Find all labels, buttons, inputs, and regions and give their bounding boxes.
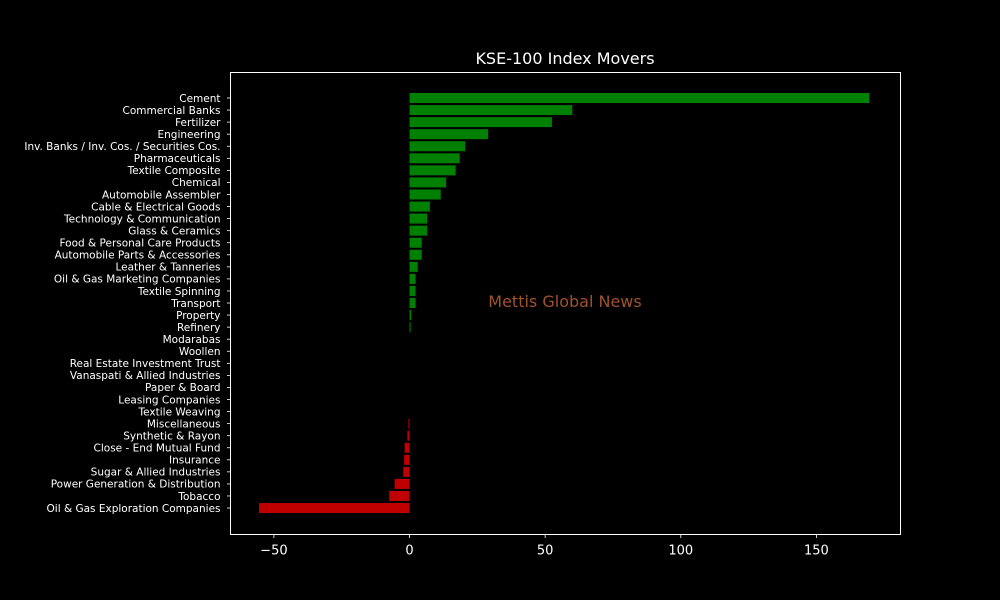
bar-insurance (404, 454, 410, 465)
bar-oil-and-gas-marketing-companies (409, 273, 416, 284)
bar-transport (409, 298, 416, 309)
bar-cement (409, 93, 870, 103)
y-tick-label: Paper & Board (145, 382, 220, 394)
y-tick-label: Property (176, 310, 220, 322)
x-tick-label: −50 (260, 544, 287, 559)
y-tick-label: Cement (179, 93, 220, 105)
y-tick-label: Commercial Banks (123, 105, 221, 117)
x-tick-label: 50 (537, 544, 554, 559)
y-tick-label: Woollen (179, 346, 221, 358)
bar-textile-spinning (409, 285, 416, 296)
y-tick-label: Power Generation & Distribution (51, 479, 221, 491)
bar-refinery (409, 322, 411, 333)
y-tick-label: Automobile Assembler (102, 189, 221, 201)
bar-engineering (409, 129, 489, 140)
y-tick-label: Glass & Ceramics (128, 225, 220, 237)
y-tick-label: Chemical (172, 177, 221, 189)
y-tick-label: Pharmaceuticals (134, 153, 221, 165)
y-tick-label: Synthetic & Rayon (123, 430, 220, 442)
bar-glass-and-ceramics (409, 225, 428, 236)
y-tick-label: Cable & Electrical Goods (91, 201, 220, 213)
bar-commercial-banks (409, 105, 573, 116)
bar-sugar-and-allied-industries (403, 466, 410, 477)
bar-automobile-parts-and-accessories (409, 249, 422, 260)
y-tick-label: Engineering (158, 129, 221, 141)
y-tick-label: Tobacco (177, 491, 220, 503)
y-tick-label: Leasing Companies (118, 394, 220, 406)
y-tick-label: Sugar & Allied Industries (91, 467, 221, 479)
y-tick-label: Miscellaneous (147, 418, 221, 430)
y-tick-label: Technology & Communication (63, 213, 220, 225)
y-tick-label: Insurance (169, 455, 221, 467)
bar-inv-banks-inv-cos-securities-cos (409, 141, 466, 152)
bar-synthetic-and-rayon (407, 430, 410, 441)
y-tick-label: Fertilizer (175, 117, 221, 129)
bar-technology-and-communication (409, 213, 428, 224)
y-tick-label: Transport (170, 298, 220, 310)
bar-pharmaceuticals (409, 153, 460, 164)
x-axis-ticks: −50 0 50 100 150 (260, 534, 829, 559)
y-tick-label: Vanaspati & Allied Industries (70, 370, 221, 382)
plot-frame (230, 72, 901, 535)
bars-group (258, 93, 870, 514)
bar-food-and-personal-care-products (409, 237, 422, 248)
y-tick-label: Food & Personal Care Products (59, 238, 220, 250)
bar-fertilizer (409, 117, 552, 128)
x-tick-label: 150 (804, 544, 829, 559)
bar-textile-composite (409, 165, 456, 176)
y-tick-label: Inv. Banks / Inv. Cos. / Securities Cos. (24, 141, 220, 153)
y-tick-label: Automobile Parts & Accessories (55, 250, 221, 262)
y-tick-label: Oil & Gas Exploration Companies (47, 503, 221, 515)
bar-tobacco (389, 490, 410, 501)
watermark-text: Mettis Global News (488, 292, 641, 311)
bar-chemical (409, 177, 447, 188)
y-tick-label: Textile Weaving (138, 406, 221, 418)
chart-title: KSE-100 Index Movers (475, 49, 654, 68)
bar-close-end-mutual-fund (404, 442, 410, 453)
y-tick-label: Textile Spinning (137, 286, 221, 298)
bar-cable-and-electrical-goods (409, 201, 430, 212)
y-tick-label: Leather & Tanneries (115, 262, 220, 274)
bar-oil-and-gas-exploration-companies (258, 503, 410, 514)
bar-leather-and-tanneries (409, 261, 418, 272)
x-tick-label: 100 (668, 544, 693, 559)
bar-automobile-assembler (409, 189, 441, 200)
y-tick-label: Textile Composite (127, 165, 221, 177)
y-tick-label: Real Estate Investment Trust (70, 358, 221, 370)
bar-property (409, 310, 412, 321)
y-tick-label: Oil & Gas Marketing Companies (54, 274, 221, 286)
y-tick-label: Refinery (177, 322, 221, 334)
y-tick-label: Close - End Mutual Fund (94, 443, 221, 455)
x-tick-label: 0 (405, 544, 413, 559)
bar-power-generation-and-distribution (394, 478, 410, 489)
y-tick-label: Modarabas (163, 334, 221, 346)
bar-miscellaneous (408, 418, 410, 429)
